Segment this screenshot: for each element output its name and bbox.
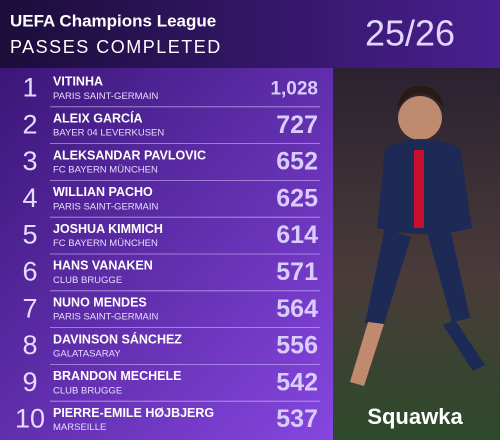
subtitle: PASSES COMPLETED [10, 37, 222, 57]
player-name: PIERRE-EMILE HØJBJERG [53, 406, 214, 420]
title: UEFA Champions League [10, 11, 216, 30]
player-name: VITINHA [53, 75, 103, 89]
passes-value: 1,028 [270, 78, 318, 99]
player-name: ALEIX GARCÍA [53, 110, 143, 125]
passes-value: 542 [276, 368, 318, 396]
header-bg [0, 0, 500, 68]
player-illustration [350, 86, 485, 386]
club-name: GALATASARAY [53, 349, 121, 360]
club-name: CLUB BRUGGE [53, 275, 122, 286]
passes-value: 652 [276, 148, 318, 176]
brand-logo: Squawka [367, 404, 463, 429]
player-name: JOSHUA KIMMICH [53, 222, 163, 236]
rank: 9 [22, 367, 37, 397]
passes-value: 537 [276, 405, 318, 433]
club-name: FC BAYERN MÜNCHEN [53, 238, 158, 249]
player-name: NUNO MENDES [53, 295, 147, 309]
player-name: BRANDON MECHELE [53, 369, 181, 383]
rank: 5 [22, 220, 37, 250]
passes-value: 625 [276, 184, 318, 212]
rank: 1 [22, 73, 37, 103]
club-name: CLUB BRUGGE [53, 385, 122, 396]
club-name: PARIS SAINT-GERMAIN [53, 312, 159, 323]
rank: 7 [22, 293, 37, 323]
club-name: PARIS SAINT-GERMAIN [53, 201, 159, 212]
club-name: BAYER 04 LEVERKUSEN [53, 128, 164, 139]
player-name: WILLIAN PACHO [53, 185, 153, 199]
season: 25/26 [365, 13, 455, 54]
passes-value: 556 [276, 332, 318, 360]
rank: 2 [22, 109, 37, 139]
rank: 6 [22, 257, 37, 287]
passes-value: 564 [276, 295, 318, 323]
passes-value: 614 [276, 221, 318, 249]
rank: 10 [15, 404, 45, 434]
player-name: DAVINSON SÁNCHEZ [53, 331, 182, 346]
passes-value: 571 [276, 258, 318, 286]
passes-value: 727 [276, 111, 318, 139]
rank: 3 [22, 146, 37, 176]
rank: 8 [22, 330, 37, 360]
rank: 4 [22, 183, 37, 213]
player-name: ALEKSANDAR PAVLOVIC [53, 148, 206, 162]
club-name: MARSEILLE [53, 422, 106, 433]
player-name: HANS VANAKEN [53, 259, 153, 273]
club-name: PARIS SAINT-GERMAIN [53, 91, 159, 102]
club-name: FC BAYERN MÜNCHEN [53, 165, 158, 176]
